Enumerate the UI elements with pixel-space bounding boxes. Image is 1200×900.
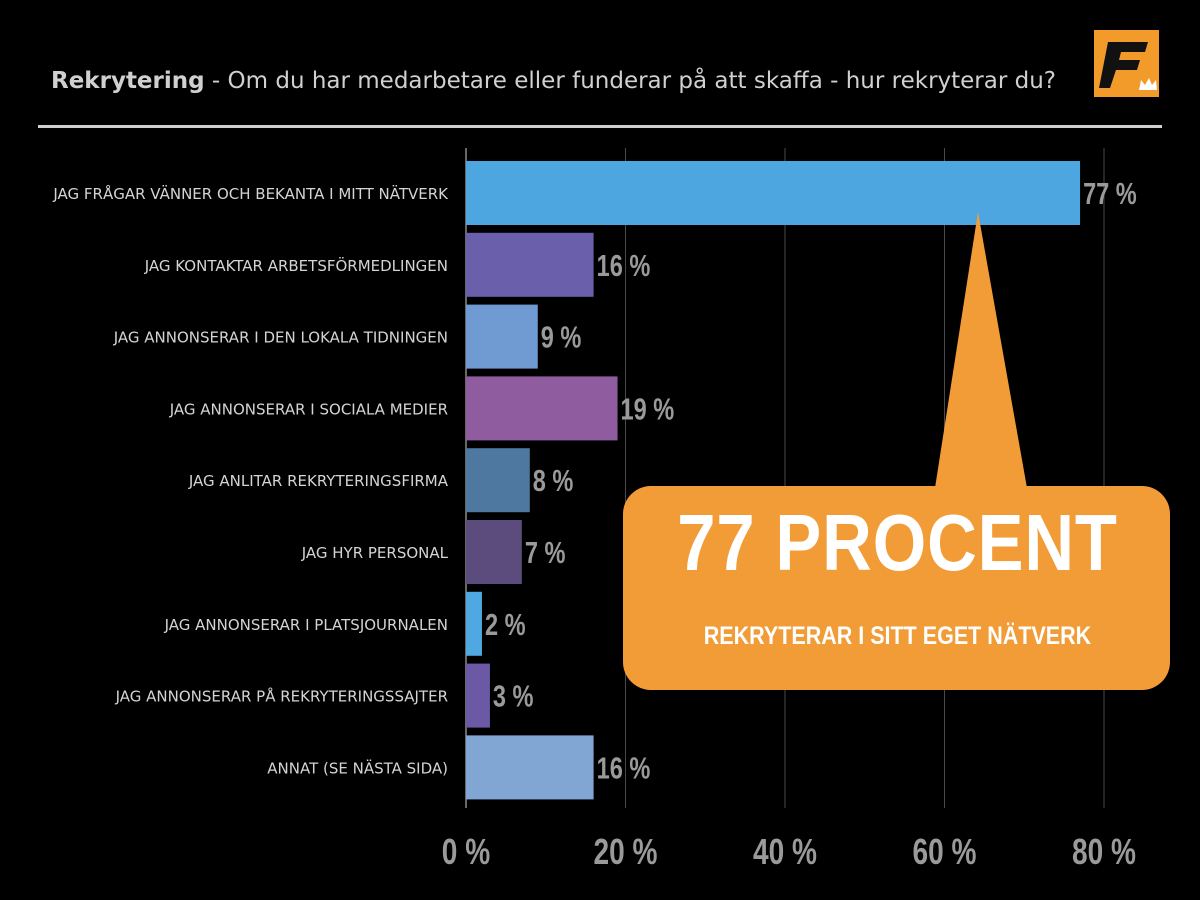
label-layer: 0 % 20 % 40 % 60 % 80 % JAG FRÅGAR VÄNNER OCH…	[52, 176, 1136, 872]
bar	[466, 663, 490, 728]
value-label: 16 %	[597, 248, 651, 283]
category-label: JAG ANNONSERAR I SOCIALA MEDIER	[169, 400, 448, 418]
category-label: JAG HYR PERSONAL	[301, 544, 449, 562]
category-label: ANNAT (SE NÄSTA SIDA)	[267, 758, 448, 777]
bar	[466, 591, 482, 656]
value-label: 2 %	[485, 607, 526, 642]
title-bold: Rekrytering	[51, 68, 205, 94]
category-label: JAG ANNONSERAR I DEN LOKALA TIDNINGEN	[113, 329, 448, 347]
bar	[466, 232, 594, 297]
page-title: Rekrytering - Om du har medarbetare elle…	[51, 68, 1056, 94]
bar	[466, 161, 1081, 225]
logo-letter-shape	[1099, 42, 1148, 88]
value-label: 3 %	[493, 678, 534, 713]
x-tick-label: 60 %	[913, 832, 977, 872]
x-tick-label: 0 %	[442, 832, 490, 872]
category-label: JAG ANNONSERAR I PLATSJOURNALEN	[164, 616, 448, 634]
x-tick-label: 40 %	[753, 832, 817, 872]
callout-subline: REKRYTERAR I SITT EGET NÄTVERK	[703, 622, 1092, 650]
x-tick-label: 80 %	[1072, 832, 1136, 872]
x-tick-label: 20 %	[594, 832, 658, 872]
value-label: 9 %	[541, 319, 582, 354]
callout-headline: 77 PROCENT	[677, 498, 1118, 587]
title-question: - Om du har medarbetare eller funderar p…	[204, 68, 1057, 94]
bar-layer	[466, 161, 1081, 800]
value-label: 7 %	[525, 535, 566, 570]
category-label: JAG ANLITAR REKRYTERINGSFIRMA	[188, 472, 449, 490]
f-crown-logo-icon	[1094, 30, 1159, 97]
value-label: 8 %	[533, 463, 574, 498]
bar	[466, 735, 594, 800]
title-divider	[38, 125, 1162, 128]
bar	[466, 376, 618, 441]
logo-crown-shape	[1139, 78, 1157, 90]
category-label: JAG ANNONSERAR PÅ REKRYTERINGSSAJTER	[115, 687, 448, 706]
bar	[466, 448, 530, 513]
category-label: JAG FRÅGAR VÄNNER OCH BEKANTA I MITT NÄT…	[52, 184, 449, 203]
value-label: 77 %	[1083, 176, 1137, 211]
bar	[466, 304, 538, 369]
value-label: 16 %	[597, 750, 651, 785]
category-label: JAG KONTAKTAR ARBETSFÖRMEDLINGEN	[144, 256, 448, 275]
value-label: 19 %	[621, 391, 675, 426]
bar	[466, 520, 522, 584]
